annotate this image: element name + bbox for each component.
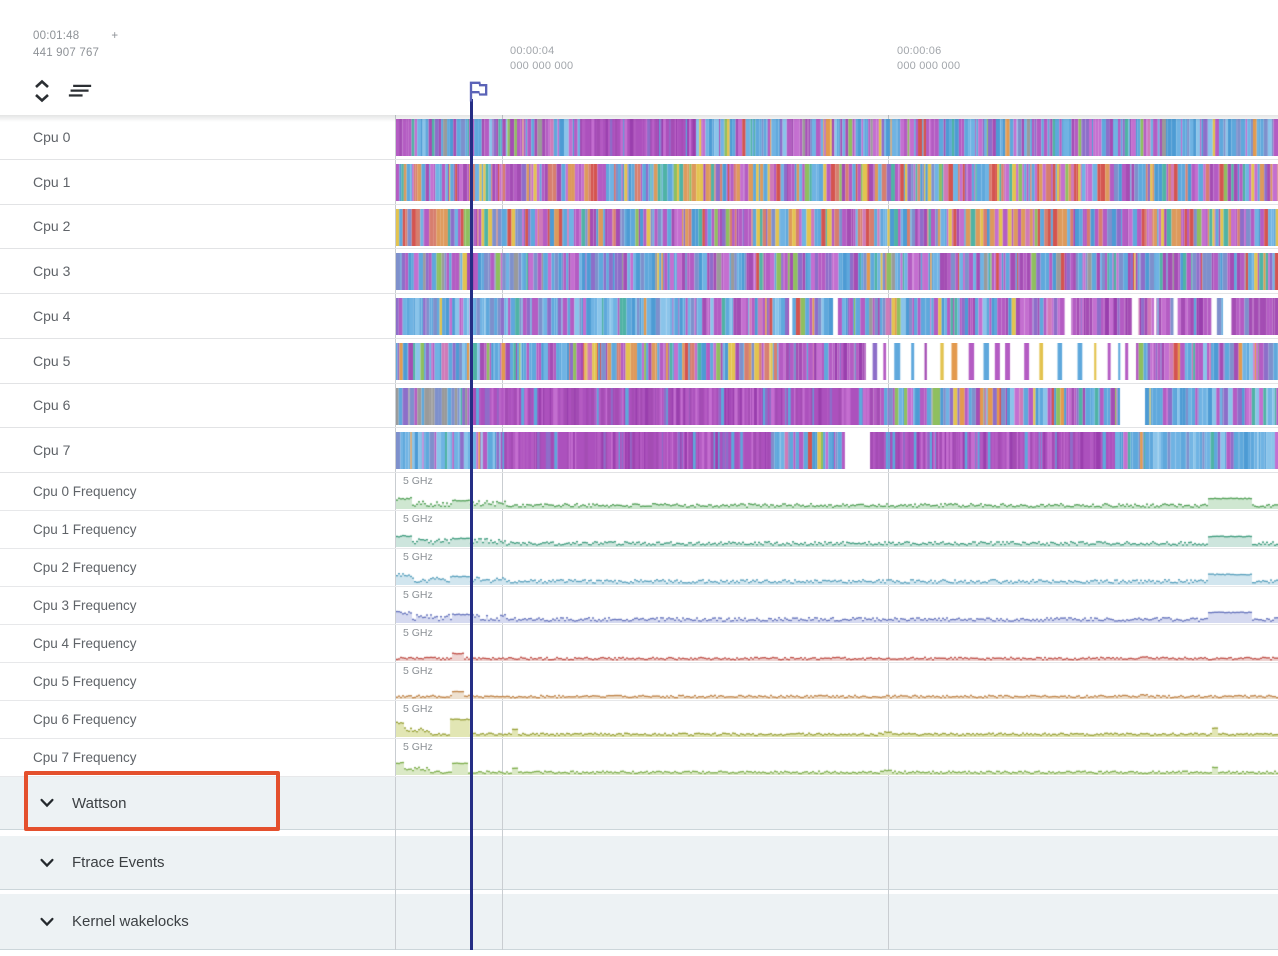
cpu-7-frequency-canvas[interactable] xyxy=(396,749,1278,775)
track-title: Cpu 0 Frequency xyxy=(33,484,137,499)
track-row-cpu-1[interactable]: Cpu 1 xyxy=(0,160,1278,205)
time-tick-label: 00:00:06 000 000 000 xyxy=(897,45,961,72)
chevron-down-icon[interactable] xyxy=(38,854,56,872)
track-shelf[interactable]: Cpu 1 xyxy=(0,160,396,204)
chevron-down-icon[interactable] xyxy=(38,913,56,931)
track-row-cpu-3-frequency[interactable]: Cpu 3 Frequency 5 GHz xyxy=(0,587,1278,625)
track-title: Cpu 6 xyxy=(33,397,71,414)
track-row-cpu-7-frequency[interactable]: Cpu 7 Frequency 5 GHz xyxy=(0,739,1278,777)
track-shelf[interactable]: Cpu 2 xyxy=(0,205,396,249)
group-title: Ftrace Events xyxy=(72,854,165,871)
track-title: Cpu 6 Frequency xyxy=(33,712,137,727)
track-row-cpu-0[interactable]: Cpu 0 xyxy=(0,115,1278,160)
track-shelf[interactable]: Cpu 1 Frequency xyxy=(0,511,396,548)
track-row-cpu-3[interactable]: Cpu 3 xyxy=(0,249,1278,294)
offset-time: 00:01:48 xyxy=(33,30,80,42)
track-shelf[interactable]: Cpu 4 Frequency xyxy=(0,625,396,662)
offset-nanos: 441 907 767 xyxy=(33,46,100,59)
track-title: Cpu 3 xyxy=(33,263,71,280)
timeline-header: 00:01:48 + 441 907 767 00:00:04 000 xyxy=(0,0,1278,115)
cpu-6-sched-canvas[interactable] xyxy=(396,387,1278,425)
group-title: Kernel wakelocks xyxy=(72,913,189,930)
cpu-0-sched-canvas[interactable] xyxy=(396,119,1278,156)
group-row-wattson[interactable]: Wattson xyxy=(0,777,1278,830)
cpu-6-frequency-canvas[interactable] xyxy=(396,711,1278,737)
grid-line xyxy=(395,29,396,950)
track-row-cpu-5-frequency[interactable]: Cpu 5 Frequency 5 GHz xyxy=(0,663,1278,701)
track-title: Cpu 0 xyxy=(33,128,71,145)
cpu-2-frequency-canvas[interactable] xyxy=(396,559,1278,585)
track-title: Cpu 4 xyxy=(33,307,71,324)
track-title: Cpu 2 xyxy=(33,218,71,235)
unfold-more-icon[interactable] xyxy=(30,78,54,104)
track-row-cpu-4[interactable]: Cpu 4 xyxy=(0,294,1278,339)
timeline-tracks: Cpu 0 Cpu 1 Cpu 2 Cpu 3 Cpu 4 Cpu 5 Cpu … xyxy=(0,115,1278,950)
track-title: Cpu 4 Frequency xyxy=(33,636,137,651)
track-shelf[interactable]: Cpu 4 xyxy=(0,294,396,338)
track-title: Cpu 7 xyxy=(33,442,71,459)
cpu-3-frequency-canvas[interactable] xyxy=(396,597,1278,623)
cpu-5-frequency-canvas[interactable] xyxy=(396,673,1278,699)
track-title: Cpu 3 Frequency xyxy=(33,598,137,613)
track-shelf[interactable]: Cpu 0 Frequency xyxy=(0,473,396,510)
cpu-5-sched-canvas[interactable] xyxy=(396,342,1278,380)
track-title: Cpu 2 Frequency xyxy=(33,560,137,575)
track-shelf[interactable]: Cpu 3 xyxy=(0,249,396,293)
cpu-4-frequency-canvas[interactable] xyxy=(396,635,1278,661)
track-row-cpu-4-frequency[interactable]: Cpu 4 Frequency 5 GHz xyxy=(0,625,1278,663)
group-title: Wattson xyxy=(72,794,127,812)
track-title: Cpu 5 Frequency xyxy=(33,674,137,689)
cpu-3-sched-canvas[interactable] xyxy=(396,253,1278,291)
track-shelf[interactable]: Cpu 7 xyxy=(0,428,396,472)
track-shelf[interactable]: Cpu 6 Frequency xyxy=(0,701,396,738)
track-shelf[interactable]: Cpu 7 Frequency xyxy=(0,739,396,776)
track-row-cpu-2[interactable]: Cpu 2 xyxy=(0,205,1278,250)
trace-time-offset: 00:01:48 + 441 907 767 xyxy=(33,28,118,61)
track-shelf[interactable]: Cpu 3 Frequency xyxy=(0,587,396,624)
track-row-cpu-6[interactable]: Cpu 6 xyxy=(0,384,1278,429)
track-row-cpu-5[interactable]: Cpu 5 xyxy=(0,339,1278,384)
offset-plus: + xyxy=(111,30,119,42)
track-title: Cpu 1 xyxy=(33,173,71,190)
track-shelf[interactable]: Cpu 5 xyxy=(0,339,396,383)
track-row-cpu-6-frequency[interactable]: Cpu 6 Frequency 5 GHz xyxy=(0,701,1278,739)
group-row-ftrace-events[interactable]: Ftrace Events xyxy=(0,836,1278,890)
track-shelf[interactable]: Cpu 5 Frequency xyxy=(0,663,396,700)
cpu-1-sched-canvas[interactable] xyxy=(396,163,1278,201)
track-title: Cpu 7 Frequency xyxy=(33,750,137,765)
track-title: Cpu 5 xyxy=(33,352,71,369)
track-row-cpu-1-frequency[interactable]: Cpu 1 Frequency 5 GHz xyxy=(0,511,1278,549)
group-row-kernel-wakelocks[interactable]: Kernel wakelocks xyxy=(0,894,1278,950)
track-shelf[interactable]: Cpu 6 xyxy=(0,384,396,428)
track-row-cpu-2-frequency[interactable]: Cpu 2 Frequency 5 GHz xyxy=(0,549,1278,587)
marker-line[interactable] xyxy=(470,99,473,950)
time-tick-label: 00:00:04 000 000 000 xyxy=(510,45,574,72)
cpu-4-sched-canvas[interactable] xyxy=(396,298,1278,335)
cpu-7-sched-canvas[interactable] xyxy=(396,432,1278,470)
track-row-cpu-0-frequency[interactable]: Cpu 0 Frequency 5 GHz xyxy=(0,473,1278,511)
track-shelf[interactable]: Cpu 2 Frequency xyxy=(0,549,396,586)
chevron-down-icon[interactable] xyxy=(38,794,56,812)
sort-icon[interactable] xyxy=(68,78,92,104)
cpu-1-frequency-canvas[interactable] xyxy=(396,521,1278,547)
cpu-2-sched-canvas[interactable] xyxy=(396,208,1278,246)
track-title: Cpu 1 Frequency xyxy=(33,522,137,537)
flag-icon[interactable] xyxy=(464,77,492,105)
track-shelf[interactable]: Cpu 0 xyxy=(0,115,396,159)
cpu-0-frequency-canvas[interactable] xyxy=(396,483,1278,509)
track-row-cpu-7[interactable]: Cpu 7 xyxy=(0,428,1278,473)
